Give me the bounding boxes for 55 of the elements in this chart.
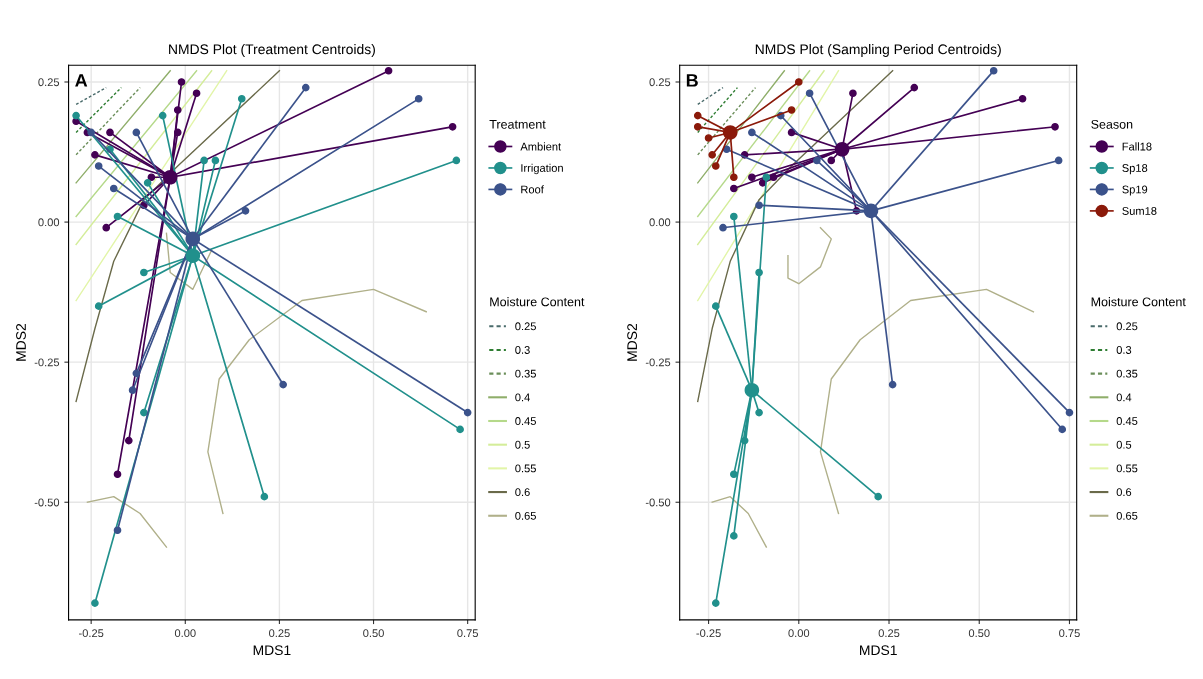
x-tick-label: 0.25 [269, 629, 290, 638]
y-tick-label: 0.00 [38, 218, 60, 227]
legend-label: 0.6 [1116, 488, 1132, 497]
legend-label: Sp19 [1122, 185, 1148, 196]
text: Season [1091, 119, 1133, 129]
annotation: B [686, 74, 698, 87]
legend-label: 0.45 [1116, 417, 1138, 425]
chart-title: NMDS Plot (Sampling Period Centroids) [755, 44, 1001, 57]
legend-label: Sp18 [1122, 164, 1148, 175]
legend-label: 0.65 [515, 511, 536, 520]
x-tick-label: 0.50 [968, 629, 990, 638]
legend-label: Ambient [520, 142, 562, 151]
text: Treatment [489, 120, 546, 129]
x-tick-label: 0.25 [878, 629, 900, 638]
legend-label: 0.4 [515, 393, 530, 402]
legend-label: 0.65 [1116, 511, 1138, 520]
legend-label: 0.35 [515, 369, 536, 378]
y-tick-label: 0.00 [649, 218, 671, 227]
y-axis-title: MDS2 [16, 323, 26, 361]
y-tick-label: -0.50 [34, 498, 60, 507]
legend-label: Roof [521, 185, 544, 194]
legend-label: 0.4 [1116, 393, 1132, 402]
annotation: A [75, 74, 88, 87]
legend-label: Fall18 [1122, 142, 1152, 151]
legend-label: 0.35 [1116, 369, 1138, 378]
y-tick-label: 0.25 [649, 78, 671, 87]
x-axis-title: MDS1 [860, 645, 897, 656]
legend-label: Irrigation [521, 163, 563, 175]
x-axis-title: MDS1 [253, 645, 291, 656]
x-tick-label: -0.25 [696, 629, 721, 638]
y-tick-label: -0.25 [34, 358, 60, 367]
legend-label: 0.3 [515, 346, 530, 354]
x-tick-label: 0.00 [174, 629, 196, 638]
text: Moisture Content [490, 297, 585, 307]
x-tick-label: 0.75 [1059, 629, 1080, 638]
legend-label: 0.25 [1116, 322, 1138, 331]
legend-label: 0.55 [1116, 464, 1138, 473]
legend-label: 0.55 [515, 464, 536, 473]
x-tick-label: 0.50 [363, 629, 384, 638]
text: Moisture Content [1091, 297, 1186, 307]
y-tick-label: 0.25 [38, 78, 60, 87]
legend-label: 0.5 [515, 440, 530, 449]
y-tick-label: -0.25 [645, 358, 671, 367]
x-tick-label: 0.75 [457, 629, 478, 638]
legend-label: 0.5 [1116, 440, 1132, 449]
legend-label: 0.45 [515, 417, 536, 425]
legend-label: 0.3 [1116, 346, 1132, 354]
chart-title: NMDS Plot (Treatment Centroids) [169, 44, 375, 57]
y-axis-title: MDS2 [627, 323, 638, 361]
legend-label: 0.6 [515, 488, 530, 497]
x-tick-label: -0.25 [78, 629, 104, 638]
legend-label: 0.25 [515, 322, 536, 331]
y-tick-label: -0.50 [645, 498, 671, 507]
x-tick-label: 0.00 [788, 629, 810, 638]
legend-label: Sum18 [1122, 207, 1157, 215]
